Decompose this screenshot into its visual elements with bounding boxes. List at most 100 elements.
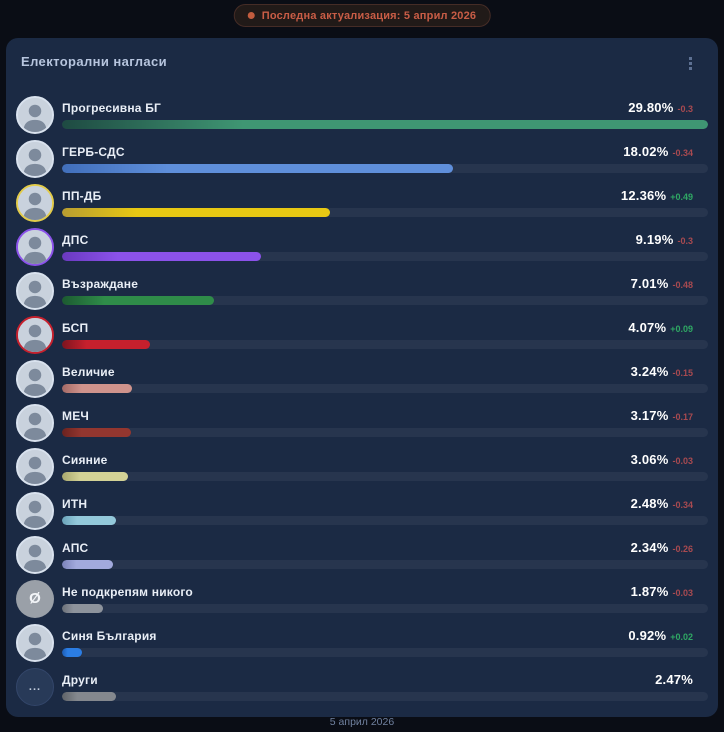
party-name: ИТН — [62, 497, 88, 511]
party-percentage: 2.48% — [630, 496, 669, 511]
bar-track — [62, 472, 708, 481]
bar-fill — [62, 472, 129, 481]
party-delta: -0.15 — [672, 368, 693, 378]
bar-track — [62, 340, 708, 349]
bar-track — [62, 384, 708, 393]
party-row: ПП-ДБ 12.36% +0.49 — [16, 182, 708, 223]
party-bar-list: Прогресивна БГ 29.80% -0.3 ГЕРБ-СДС — [16, 94, 708, 710]
party-delta: -0.17 — [672, 412, 693, 422]
party-row: Прогресивна БГ 29.80% -0.3 — [16, 94, 708, 135]
person-silhouette-icon — [18, 273, 52, 308]
bar-fill — [62, 296, 214, 305]
party-name: ПП-ДБ — [62, 189, 102, 203]
kebab-menu-icon[interactable] — [683, 54, 698, 73]
footer-date: 5 април 2026 — [329, 716, 395, 728]
bar-track — [62, 120, 708, 129]
party-leader-avatar — [16, 359, 54, 398]
party-delta: -0.03 — [672, 588, 693, 598]
party-row: Ø Не подкрепям никого 1.87% -0.03 — [16, 578, 708, 619]
party-row: Величие 3.24% -0.15 — [16, 358, 708, 399]
person-silhouette-icon — [18, 97, 52, 132]
party-name: Синя България — [62, 629, 157, 643]
party-leader-avatar — [16, 403, 54, 442]
avatar-symbol: ... — [28, 680, 42, 693]
party-percentage: 12.36% — [620, 188, 667, 203]
bar-track — [62, 560, 708, 569]
party-leader-avatar — [16, 447, 54, 486]
person-silhouette-icon — [18, 317, 52, 352]
avatar-symbol: Ø — [29, 590, 41, 607]
bar-fill — [62, 384, 133, 393]
party-percentage: 4.07% — [628, 320, 667, 335]
party-row: Синя България 0.92% +0.02 — [16, 622, 708, 663]
party-delta: -0.3 — [677, 236, 693, 246]
party-delta: -0.26 — [672, 544, 693, 554]
bar-fill — [62, 648, 82, 657]
party-leader-avatar — [16, 491, 54, 530]
party-leader-avatar — [16, 227, 54, 266]
bar-fill — [62, 120, 708, 129]
party-percentage: 7.01% — [630, 276, 669, 291]
party-row: Възраждане 7.01% -0.48 — [16, 270, 708, 311]
person-silhouette-icon — [18, 537, 52, 572]
party-percentage: 3.17% — [630, 408, 669, 423]
party-percentage: 3.06% — [630, 452, 669, 467]
person-silhouette-icon — [18, 449, 52, 484]
party-delta: -0.03 — [672, 456, 693, 466]
bar-track — [62, 208, 708, 217]
person-silhouette-icon — [18, 493, 52, 528]
status-dot-icon — [247, 12, 255, 19]
party-delta: +0.09 — [670, 324, 693, 334]
party-row: ... Други 2.47% — [16, 666, 708, 707]
electoral-attitudes-panel: Електорални нагласи Прогресивна БГ 29.80… — [6, 38, 718, 728]
party-name: Величие — [62, 365, 115, 379]
party-leader-avatar — [16, 623, 54, 662]
party-name: МЕЧ — [62, 409, 90, 423]
bar-track — [62, 648, 708, 657]
party-percentage: 3.24% — [630, 364, 669, 379]
party-percentage: 18.02% — [623, 144, 669, 159]
party-name: Сияние — [62, 453, 108, 467]
party-name: АПС — [62, 541, 89, 555]
bar-track — [62, 516, 708, 525]
party-delta: +0.49 — [670, 192, 693, 202]
person-silhouette-icon — [18, 361, 52, 396]
bar-track — [62, 604, 708, 613]
bar-fill — [62, 340, 151, 349]
party-name: Не подкрепям никого — [62, 585, 193, 599]
party-row: МЕЧ 3.17% -0.17 — [16, 402, 708, 443]
party-percentage: 1.87% — [630, 584, 669, 599]
party-name: ДПС — [62, 233, 89, 247]
bar-track — [62, 164, 708, 173]
bar-track — [62, 252, 708, 261]
bar-fill — [62, 428, 131, 437]
last-update-badge: Последна актуализация: 5 април 2026 — [233, 4, 491, 27]
party-leader-avatar: ... — [16, 667, 54, 706]
party-name: Други — [62, 673, 98, 687]
party-leader-avatar — [16, 271, 54, 310]
bar-track — [62, 428, 708, 437]
party-leader-avatar — [16, 95, 54, 134]
party-percentage: 0.92% — [628, 628, 667, 643]
party-percentage: 29.80% — [628, 100, 674, 115]
party-name: БСП — [62, 321, 89, 335]
party-leader-avatar — [16, 139, 54, 178]
party-delta: -0.34 — [672, 500, 693, 510]
bar-fill — [62, 164, 453, 173]
party-name: ГЕРБ-СДС — [62, 145, 125, 159]
party-row: АПС 2.34% -0.26 — [16, 534, 708, 575]
party-name: Възраждане — [62, 277, 139, 291]
party-row: Сияние 3.06% -0.03 — [16, 446, 708, 487]
bar-fill — [62, 208, 330, 217]
party-delta: +0.02 — [670, 632, 693, 642]
party-percentage: 2.34% — [630, 540, 669, 555]
person-silhouette-icon — [18, 229, 52, 264]
bar-fill — [62, 604, 103, 613]
person-silhouette-icon — [18, 405, 52, 440]
bar-fill — [62, 516, 116, 525]
panel-header: Електорални нагласи — [16, 54, 708, 73]
panel-title: Електорални нагласи — [21, 54, 167, 69]
bar-fill — [62, 692, 116, 701]
party-leader-avatar: Ø — [16, 579, 54, 618]
party-delta: -0.48 — [672, 280, 693, 290]
